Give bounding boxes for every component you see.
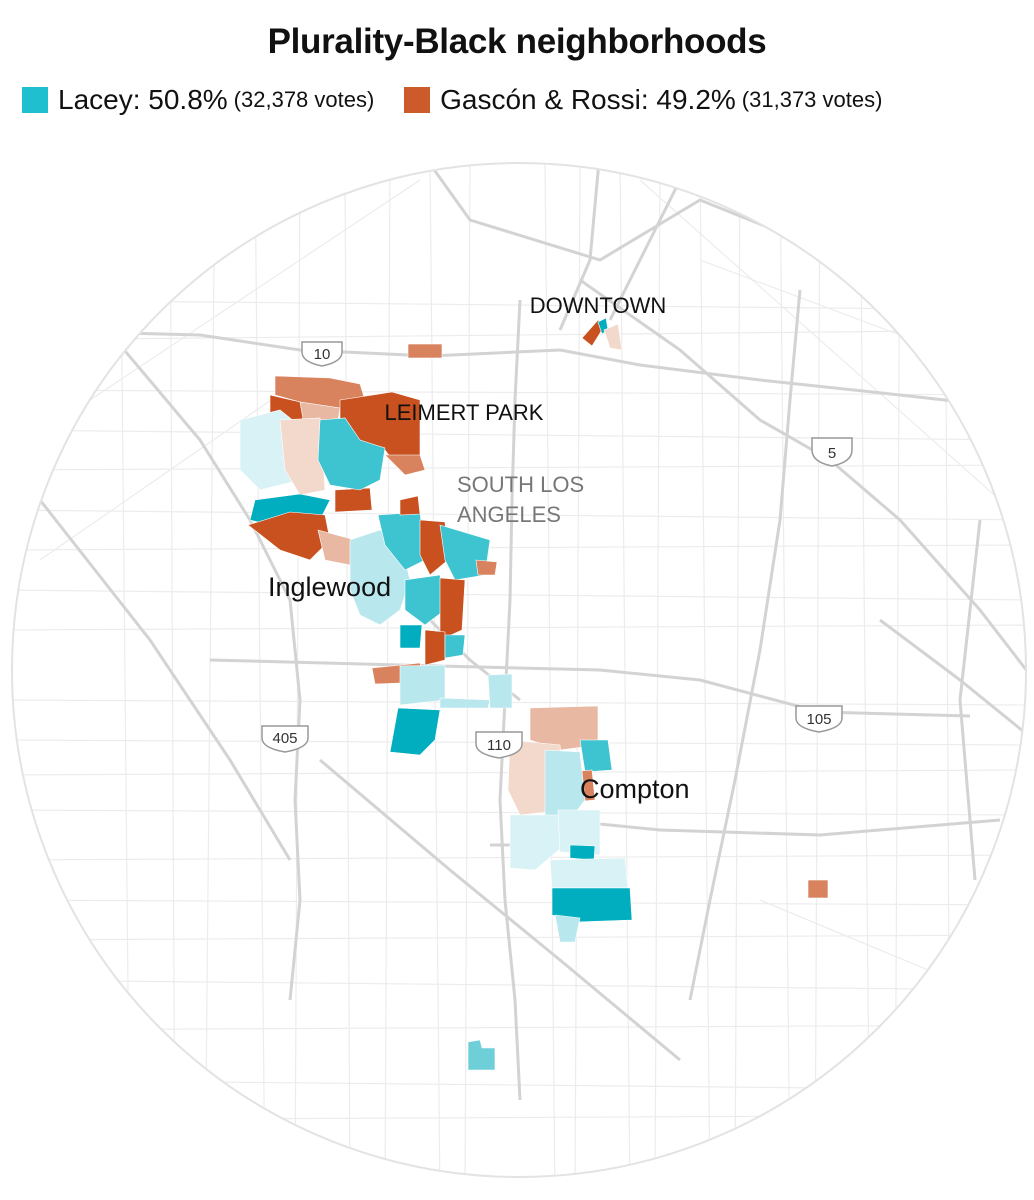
precinct-leimert-e bbox=[384, 454, 426, 476]
shield-label-i5: 5 bbox=[828, 445, 836, 462]
precinct-south-lacey bbox=[467, 1039, 496, 1071]
precinct-ingle-g6 bbox=[424, 629, 446, 666]
highway-shield-icon bbox=[811, 437, 853, 467]
shield-i405: 405 bbox=[261, 725, 309, 753]
shield-i110: 110 bbox=[475, 731, 523, 759]
label-compton: Compton bbox=[580, 774, 690, 804]
legend-votes-gascon: (31,373 votes) bbox=[741, 87, 883, 112]
precinct-compton-t8 bbox=[554, 914, 581, 943]
precinct-ingle-t6 bbox=[399, 624, 423, 649]
legend-votes-lacey: (32,378 votes) bbox=[233, 87, 375, 112]
highway-shield-icon bbox=[795, 705, 843, 733]
map-circle-outline bbox=[11, 162, 1027, 1178]
legend: Lacey: 50.8% (32,378 votes) Gascón & Ros… bbox=[22, 84, 1022, 120]
shield-i10: 10 bbox=[301, 341, 343, 367]
shield-label-i405: 405 bbox=[272, 730, 297, 747]
legend-label-lacey: Lacey: 50.8% bbox=[58, 84, 228, 115]
map: 10 5 405 110 105 DOWNTOWN LEIMERT PARK S… bbox=[11, 162, 1027, 1178]
label-south-la-line1: SOUTH LOS bbox=[457, 472, 584, 497]
shield-label-i110: 110 bbox=[487, 737, 511, 754]
highway-shield-icon bbox=[301, 341, 343, 367]
label-leimert-park: LEIMERT PARK bbox=[385, 400, 544, 425]
precinct-ingle-t3 bbox=[399, 495, 421, 516]
legend-item-lacey: Lacey: 50.8% (32,378 votes) bbox=[22, 84, 374, 116]
precinct-i10-gascon bbox=[407, 343, 443, 359]
label-downtown: DOWNTOWN bbox=[530, 293, 666, 318]
precinct-s105-t2 bbox=[439, 697, 491, 709]
precinct-leimert-f bbox=[334, 487, 373, 513]
shield-label-i10: 10 bbox=[314, 346, 331, 363]
precinct-downtown-pale bbox=[603, 323, 623, 351]
precinct-compton-t6 bbox=[549, 857, 629, 889]
precinct-compton-t5 bbox=[569, 844, 596, 861]
precinct-compton-t4 bbox=[557, 809, 601, 856]
shield-label-i105: 105 bbox=[806, 711, 831, 728]
precinct-ingle-t7 bbox=[444, 634, 466, 659]
precinct-compton-g1 bbox=[529, 705, 599, 751]
legend-label-gascon: Gascón & Rossi: 49.2% bbox=[440, 84, 736, 115]
precinct-s105-t1 bbox=[399, 664, 446, 706]
shield-i5: 5 bbox=[811, 437, 853, 467]
precinct-ingle-t5 bbox=[404, 574, 446, 626]
legend-item-gascon: Gascón & Rossi: 49.2% (31,373 votes) bbox=[404, 84, 882, 116]
legend-swatch-gascon bbox=[404, 87, 431, 113]
precinct-s105-t4 bbox=[389, 707, 441, 756]
precinct-ingle-g4 bbox=[475, 559, 498, 576]
label-inglewood: Inglewood bbox=[268, 572, 391, 602]
precinct-compton-t7 bbox=[551, 887, 633, 923]
precinct-leimert-t2 bbox=[279, 417, 326, 496]
precinct-compton-t1 bbox=[579, 739, 613, 773]
precinct-east-gascon bbox=[807, 879, 829, 899]
precinct-ingle-g5 bbox=[439, 577, 466, 641]
label-south-la-line2: ANGELES bbox=[457, 502, 561, 527]
precinct-s105-t3 bbox=[487, 673, 513, 709]
highway-shield-icon bbox=[261, 725, 309, 753]
highway-shield-icon bbox=[475, 731, 523, 759]
legend-swatch-lacey bbox=[22, 87, 48, 113]
precincts bbox=[239, 317, 829, 1071]
chart-title: Plurality-Black neighborhoods bbox=[267, 22, 767, 61]
shield-i105: 105 bbox=[795, 705, 843, 733]
precinct-compton-t3 bbox=[509, 814, 566, 871]
highways bbox=[12, 163, 1026, 1101]
precinct-leimert-t3 bbox=[317, 417, 386, 491]
